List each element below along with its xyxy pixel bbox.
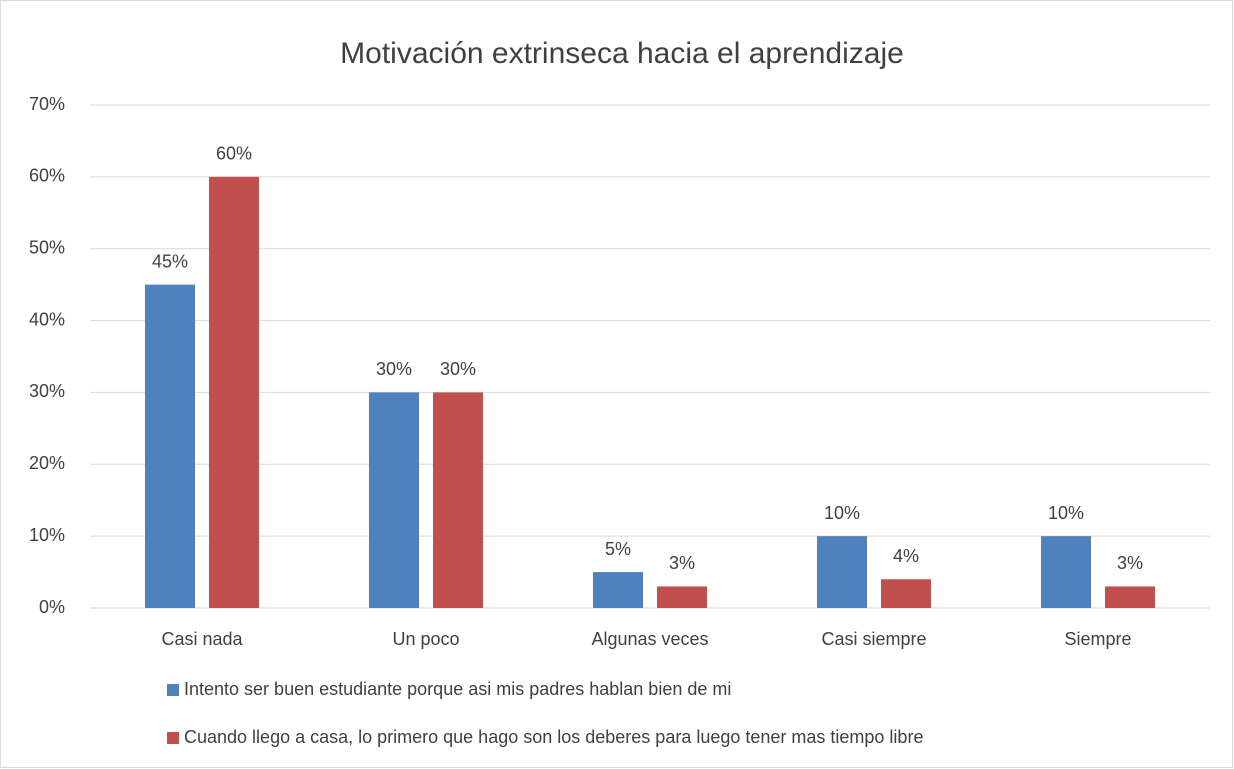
bar [209,176,259,608]
y-tick-label: 30% [29,381,65,401]
bar [657,586,707,608]
y-tick-label: 60% [29,166,65,186]
legend-label: Intento ser buen estudiante porque asi m… [184,679,731,699]
legend-label: Cuando llego a casa, lo primero que hago… [184,727,923,747]
y-tick-label: 50% [29,237,65,257]
value-label: 5% [605,539,631,559]
value-label: 10% [824,503,860,523]
value-label: 45% [152,251,188,271]
bar [593,572,643,608]
x-tick-label: Algunas veces [591,629,708,649]
bar [1041,536,1091,608]
value-label: 10% [1048,503,1084,523]
bar [1105,586,1155,608]
value-label: 30% [440,359,476,379]
bar [145,284,195,608]
x-tick-label: Siempre [1064,629,1131,649]
value-label: 30% [376,359,412,379]
y-tick-label: 0% [39,597,65,617]
bar [433,392,483,608]
value-label: 60% [216,144,252,164]
x-tick-label: Casi nada [161,629,243,649]
y-tick-label: 70% [29,94,65,114]
chart-title: Motivación extrinseca hacia el aprendiza… [340,37,904,70]
legend-swatch [167,732,179,744]
y-tick-label: 40% [29,309,65,329]
bar [817,536,867,608]
bar [369,392,419,608]
x-tick-label: Casi siempre [821,629,926,649]
value-label: 4% [893,546,919,566]
y-tick-label: 20% [29,453,65,473]
value-label: 3% [1117,553,1143,573]
bar [881,579,931,608]
x-tick-label: Un poco [392,629,459,649]
value-label: 3% [669,553,695,573]
legend-swatch [167,684,179,696]
y-tick-label: 10% [29,525,65,545]
